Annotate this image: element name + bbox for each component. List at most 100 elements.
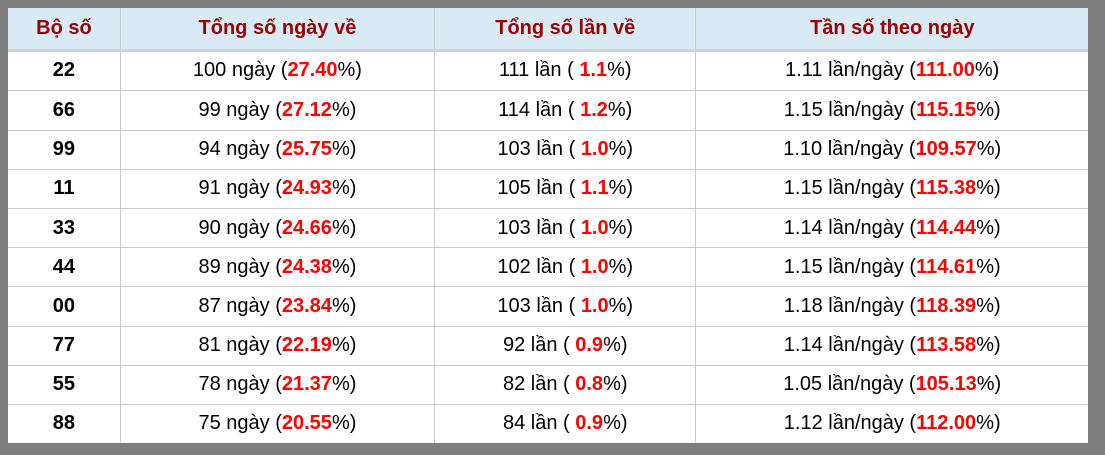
times-suffix: %) <box>608 255 634 278</box>
times-text: 102 lần ( <box>497 255 581 278</box>
freq-percent: 118.39 <box>916 294 977 317</box>
pair-cell: 88 <box>8 403 121 443</box>
days-text: 78 ngày ( <box>198 373 282 396</box>
table-row: 00 87 ngày (23.84%) 103 lần ( 1.0%) 1.18… <box>8 286 1088 327</box>
freq-cell: 1.10 lần/ngày (109.57%) <box>695 129 1088 170</box>
freq-suffix: %) <box>976 98 1001 121</box>
freq-suffix: %) <box>974 59 1000 82</box>
pair-cell: 11 <box>8 168 121 209</box>
freq-text: 1.15 lần/ngày ( <box>783 98 917 121</box>
freq-cell: 1.15 lần/ngày (115.38%) <box>695 168 1088 209</box>
times-cell: 84 lần ( 0.9%) <box>434 403 697 443</box>
freq-text: 1.14 lần/ngày ( <box>783 334 917 357</box>
times-text: 111 lần ( <box>498 59 580 82</box>
column-header-times: Tổng số lần về <box>434 8 697 52</box>
days-cell: 91 ngày (24.93%) <box>120 168 436 209</box>
times-cell: 92 lần ( 0.9%) <box>434 325 697 366</box>
times-cell: 82 lần ( 0.8%) <box>434 364 697 405</box>
table-row: 22 100 ngày (27.40%) 111 lần ( 1.1%) 1.1… <box>8 50 1088 91</box>
days-cell: 100 ngày (27.40%) <box>120 50 436 91</box>
times-suffix: %) <box>607 59 632 82</box>
freq-percent: 114.61 <box>916 255 977 278</box>
days-percent: 24.66 <box>281 216 332 239</box>
days-text: 91 ngày ( <box>198 177 282 200</box>
table-row: 33 90 ngày (24.66%) 103 lần ( 1.0%) 1.14… <box>8 207 1088 248</box>
freq-cell: 1.14 lần/ngày (113.58%) <box>695 325 1088 366</box>
days-percent: 21.37 <box>281 373 332 396</box>
table-row: 11 91 ngày (24.93%) 105 lần ( 1.1%) 1.15… <box>8 168 1088 209</box>
times-text: 105 lần ( <box>497 177 581 200</box>
table-row: 88 75 ngày (20.55%) 84 lần ( 0.9%) 1.12 … <box>8 403 1088 443</box>
days-percent: 24.38 <box>281 255 332 278</box>
times-cell: 103 lần ( 1.0%) <box>434 207 697 248</box>
days-suffix: %) <box>331 138 357 161</box>
days-percent: 23.84 <box>281 294 332 317</box>
days-suffix: %) <box>331 294 357 317</box>
freq-percent: 111.00 <box>915 59 975 82</box>
table-row: 44 89 ngày (24.38%) 102 lần ( 1.0%) 1.15… <box>8 247 1088 287</box>
column-header-frequency: Tần số theo ngày <box>695 8 1088 52</box>
times-text: 103 lần ( <box>497 138 581 161</box>
freq-suffix: %) <box>976 138 1002 161</box>
days-text: 99 ngày ( <box>198 98 282 121</box>
times-cell: 103 lần ( 1.0%) <box>434 129 697 170</box>
pair-cell: 77 <box>8 325 121 366</box>
times-text: 103 lần ( <box>497 216 581 239</box>
table-row: 99 94 ngày (25.75%) 103 lần ( 1.0%) 1.10… <box>8 129 1088 170</box>
times-percent: 1.2 <box>580 98 608 121</box>
freq-text: 1.18 lần/ngày ( <box>783 294 917 317</box>
pair-cell: 55 <box>8 364 121 405</box>
times-text: 82 lần ( <box>502 373 576 396</box>
times-suffix: %) <box>603 373 628 396</box>
times-percent: 0.8 <box>575 373 604 396</box>
header-row: Bộ số Tổng số ngày về Tổng số lần về Tần… <box>8 8 1088 52</box>
times-suffix: %) <box>603 412 628 435</box>
freq-cell: 1.11 lần/ngày (111.00%) <box>696 50 1088 91</box>
days-text: 89 ngày ( <box>198 255 282 278</box>
freq-percent: 115.15 <box>916 98 977 121</box>
freq-text: 1.15 lần/ngày ( <box>783 177 917 200</box>
days-cell: 87 ngày (23.84%) <box>120 286 436 327</box>
freq-cell: 1.05 lần/ngày (105.13%) <box>695 364 1088 405</box>
freq-suffix: %) <box>976 334 1001 357</box>
times-text: 103 lần ( <box>497 294 581 317</box>
freq-cell: 1.15 lần/ngày (115.15%) <box>695 90 1088 131</box>
days-percent: 27.40 <box>287 59 338 82</box>
days-percent: 25.75 <box>281 138 332 161</box>
freq-percent: 114.44 <box>916 216 977 239</box>
times-suffix: %) <box>603 334 628 357</box>
times-percent: 1.1 <box>579 59 608 82</box>
days-suffix: %) <box>331 98 357 121</box>
freq-suffix: %) <box>976 373 1002 396</box>
freq-suffix: %) <box>976 216 1001 239</box>
days-text: 100 ngày ( <box>192 59 288 82</box>
freq-percent: 109.57 <box>915 138 977 161</box>
days-text: 81 ngày ( <box>198 334 282 357</box>
days-cell: 75 ngày (20.55%) <box>120 403 436 443</box>
times-cell: 102 lần ( 1.0%) <box>434 247 697 287</box>
freq-percent: 115.38 <box>916 177 977 200</box>
times-percent: 1.0 <box>580 216 609 239</box>
freq-text: 1.11 lần/ngày ( <box>785 59 916 82</box>
times-suffix: %) <box>608 294 634 317</box>
table-row: 66 99 ngày (27.12%) 114 lần ( 1.2%) 1.15… <box>8 90 1088 131</box>
times-suffix: %) <box>608 177 634 200</box>
times-percent: 1.1 <box>580 177 609 200</box>
pair-cell: 66 <box>8 90 121 131</box>
days-suffix: %) <box>331 334 357 357</box>
times-suffix: %) <box>607 98 633 121</box>
days-suffix: %) <box>331 216 357 239</box>
pair-cell: 99 <box>8 129 121 170</box>
times-percent: 1.0 <box>580 294 609 317</box>
table-container: Bộ số Tổng số ngày về Tổng số lần về Tần… <box>8 8 1088 443</box>
times-text: 92 lần ( <box>502 334 576 357</box>
days-percent: 24.93 <box>281 177 332 200</box>
days-suffix: %) <box>331 373 357 396</box>
pair-cell: 00 <box>8 286 121 327</box>
column-header-days: Tổng số ngày về <box>120 8 436 52</box>
freq-percent: 112.00 <box>916 412 977 435</box>
freq-text: 1.14 lần/ngày ( <box>783 216 917 239</box>
freq-cell: 1.15 lần/ngày (114.61%) <box>695 247 1088 287</box>
pair-cell: 22 <box>8 50 121 91</box>
times-percent: 1.0 <box>580 138 609 161</box>
